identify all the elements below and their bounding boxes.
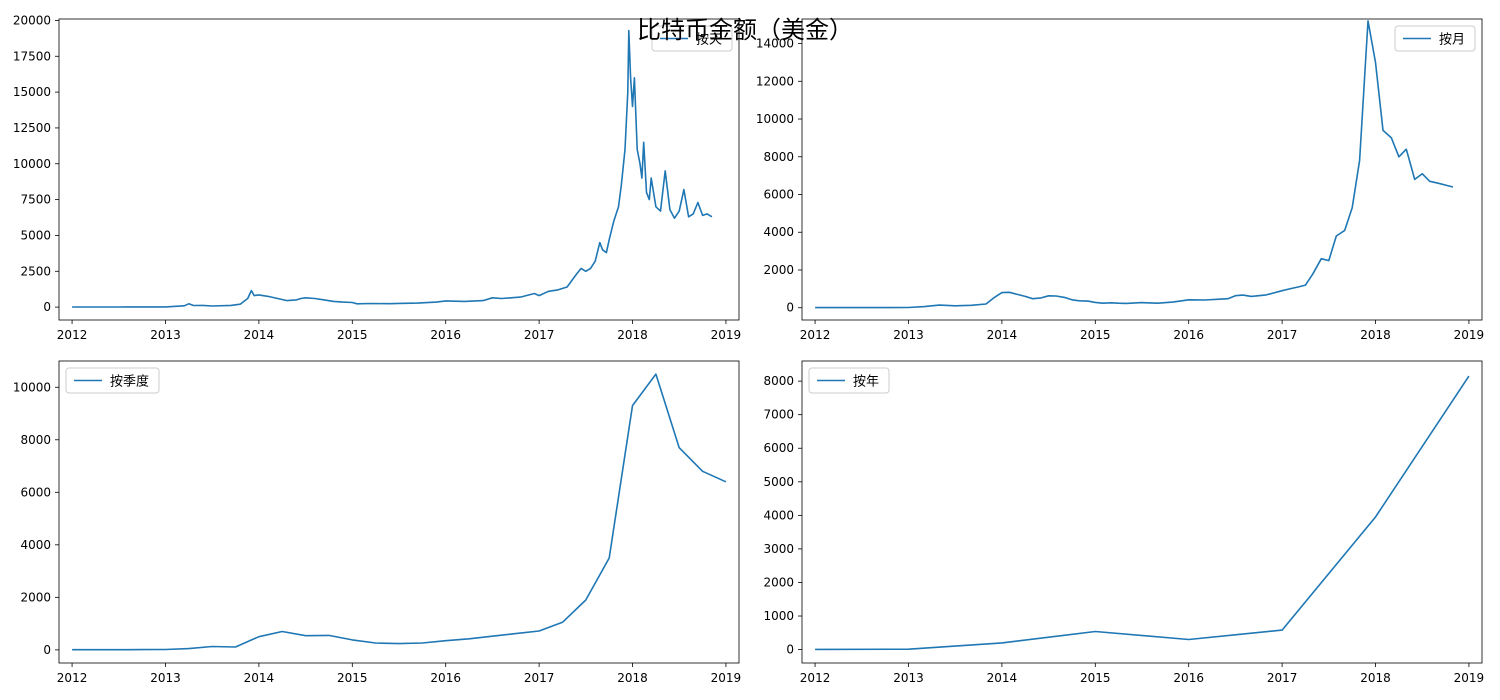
legend-box: [65, 367, 160, 394]
y-tick-label: 5000: [763, 475, 794, 489]
y-tick-label: 1000: [763, 609, 794, 623]
x-tick-label: 2013: [150, 671, 181, 685]
y-tick-label: 8000: [763, 374, 794, 388]
series-line: [72, 373, 727, 651]
y-tick-label: 20000: [13, 13, 51, 27]
y-tick-label: 8000: [763, 150, 794, 164]
x-tick-label: 2014: [244, 671, 275, 685]
legend-label: 按年: [853, 375, 879, 390]
y-tick-label: 10000: [756, 112, 794, 126]
x-tick-label: 2016: [430, 671, 461, 685]
axes-frame: [801, 18, 1483, 321]
y-tick-label: 15000: [13, 85, 51, 99]
y-tick-label: 17500: [13, 49, 51, 63]
y-tick-label: 12000: [756, 74, 794, 88]
y-tick-label: 4000: [763, 508, 794, 522]
y-tick-label: 8000: [20, 433, 51, 447]
y-tick-label: 0: [43, 300, 51, 314]
axes-frame: [58, 18, 740, 321]
y-tick-label: 2000: [763, 575, 794, 589]
x-tick-label: 2012: [800, 328, 831, 342]
subplot-4: 2012 2013 2014 2015 2016 2017 2018 2019 0 1000 200…: [763, 360, 1485, 685]
x-tick-label: 2019: [1454, 328, 1485, 342]
y-tick-label: 6000: [763, 188, 794, 202]
x-tick-label: 2012: [800, 671, 831, 685]
legend-box: [1394, 25, 1476, 52]
x-tick-label: 2013: [893, 328, 924, 342]
series-line: [815, 20, 1454, 309]
series-line: [72, 29, 713, 308]
legend-label: 按季度: [110, 374, 149, 390]
y-tick-label: 2000: [20, 590, 51, 604]
x-tick-label: 2016: [1173, 328, 1204, 342]
x-tick-label: 2015: [337, 671, 368, 685]
x-tick-label: 2019: [1454, 671, 1485, 685]
x-tick-label: 2015: [337, 328, 368, 342]
legend-label: 按天: [696, 33, 722, 48]
y-tick-label: 10000: [13, 157, 51, 171]
x-tick-label: 2014: [987, 671, 1018, 685]
y-tick-label: 4000: [763, 225, 794, 239]
x-tick-label: 2017: [524, 671, 555, 685]
x-tick-label: 2013: [150, 328, 181, 342]
y-tick-label: 0: [43, 643, 51, 657]
x-tick-label: 2014: [244, 328, 275, 342]
y-tick-label: 7000: [763, 408, 794, 422]
y-tick-label: 5000: [20, 228, 51, 242]
x-tick-label: 2017: [524, 328, 555, 342]
x-tick-label: 2014: [987, 328, 1018, 342]
x-tick-label: 2016: [430, 328, 461, 342]
legend-label: 按月: [1439, 33, 1465, 48]
x-tick-label: 2017: [1267, 671, 1298, 685]
x-tick-label: 2016: [1173, 671, 1204, 685]
y-tick-label: 0: [786, 301, 794, 315]
x-tick-label: 2013: [893, 671, 924, 685]
subplot-1: 2012 2013 2014 2015 2016 2017 2018 2019 0 2500 500…: [13, 13, 741, 342]
y-tick-label: 6000: [763, 441, 794, 455]
y-tick-label: 3000: [763, 542, 794, 556]
x-tick-label: 2012: [57, 328, 88, 342]
axes-frame: [58, 360, 740, 664]
legend-box: [808, 367, 890, 394]
subplot-2: 2012 2013 2014 2015 2016 2017 2018 2019 0 2000 400…: [756, 18, 1485, 342]
x-tick-label: 2017: [1267, 328, 1298, 342]
legend-box: [651, 25, 733, 52]
y-tick-label: 12500: [13, 121, 51, 135]
axes-frame: [801, 360, 1483, 664]
y-tick-label: 6000: [20, 485, 51, 499]
series-line: [815, 375, 1470, 651]
y-tick-label: 2000: [763, 263, 794, 277]
axes-layer: 2012 2013 2014 2015 2016 2017 2018 2019 0 2500 500…: [13, 13, 1484, 685]
subplot-3: 2012 2013 2014 2015 2016 2017 2018 2019 0 2000 400…: [13, 360, 742, 685]
y-tick-label: 10000: [13, 380, 51, 394]
y-tick-label: 7500: [20, 193, 51, 207]
x-tick-label: 2019: [711, 328, 742, 342]
x-tick-label: 2018: [1360, 671, 1391, 685]
x-tick-label: 2019: [711, 671, 742, 685]
y-tick-label: 0: [786, 643, 794, 657]
x-tick-label: 2015: [1080, 671, 1111, 685]
x-tick-label: 2018: [617, 671, 648, 685]
y-tick-label: 14000: [756, 37, 794, 51]
x-tick-label: 2018: [1360, 328, 1391, 342]
figure-title: 比特币金额（美金）: [637, 16, 853, 44]
y-tick-label: 2500: [20, 264, 51, 278]
y-tick-label: 4000: [20, 538, 51, 552]
x-tick-label: 2015: [1080, 328, 1111, 342]
x-tick-label: 2012: [57, 671, 88, 685]
x-tick-label: 2018: [617, 328, 648, 342]
